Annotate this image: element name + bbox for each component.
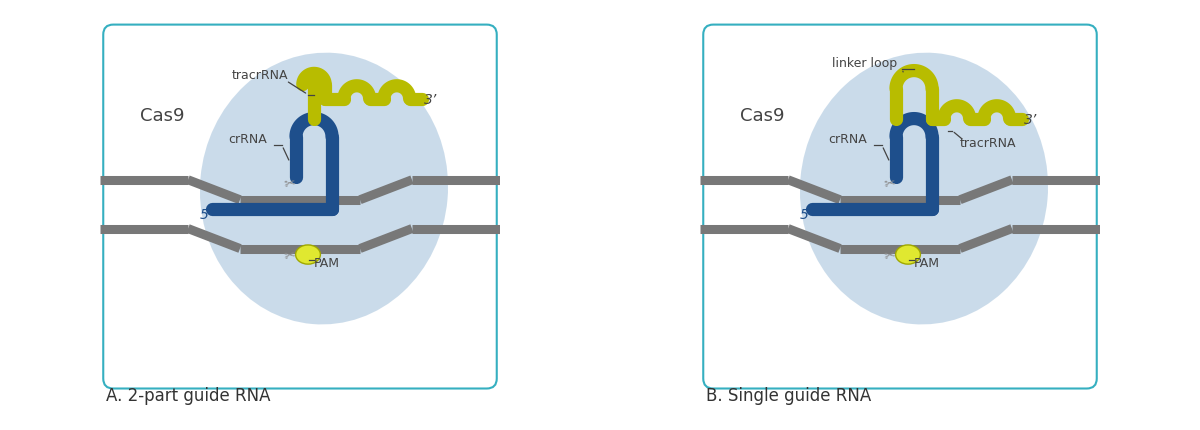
Text: ✂: ✂ (883, 176, 896, 192)
Text: Cas9: Cas9 (140, 107, 185, 125)
Text: A. 2-part guide RNA: A. 2-part guide RNA (106, 387, 270, 405)
Text: PAM: PAM (314, 257, 340, 270)
Text: 5’: 5’ (200, 208, 214, 221)
FancyBboxPatch shape (103, 25, 497, 389)
FancyBboxPatch shape (703, 25, 1097, 389)
Text: tracrRNA: tracrRNA (232, 68, 288, 82)
Text: ✂: ✂ (283, 248, 296, 264)
Ellipse shape (295, 245, 320, 264)
Text: 5’: 5’ (800, 208, 814, 221)
Text: crRNA: crRNA (828, 132, 866, 146)
Text: 3’: 3’ (1024, 113, 1037, 127)
Text: ✂: ✂ (283, 176, 296, 192)
Text: PAM: PAM (914, 257, 940, 270)
Ellipse shape (800, 53, 1048, 324)
Text: ✂: ✂ (883, 248, 896, 264)
Text: B. Single guide RNA: B. Single guide RNA (706, 387, 871, 405)
Text: Cas9: Cas9 (740, 107, 785, 125)
Text: tracrRNA: tracrRNA (960, 137, 1016, 150)
Ellipse shape (200, 53, 448, 324)
Text: linker loop: linker loop (832, 57, 898, 70)
Ellipse shape (895, 245, 920, 264)
Text: crRNA: crRNA (228, 132, 266, 146)
Text: 3’: 3’ (424, 93, 437, 107)
